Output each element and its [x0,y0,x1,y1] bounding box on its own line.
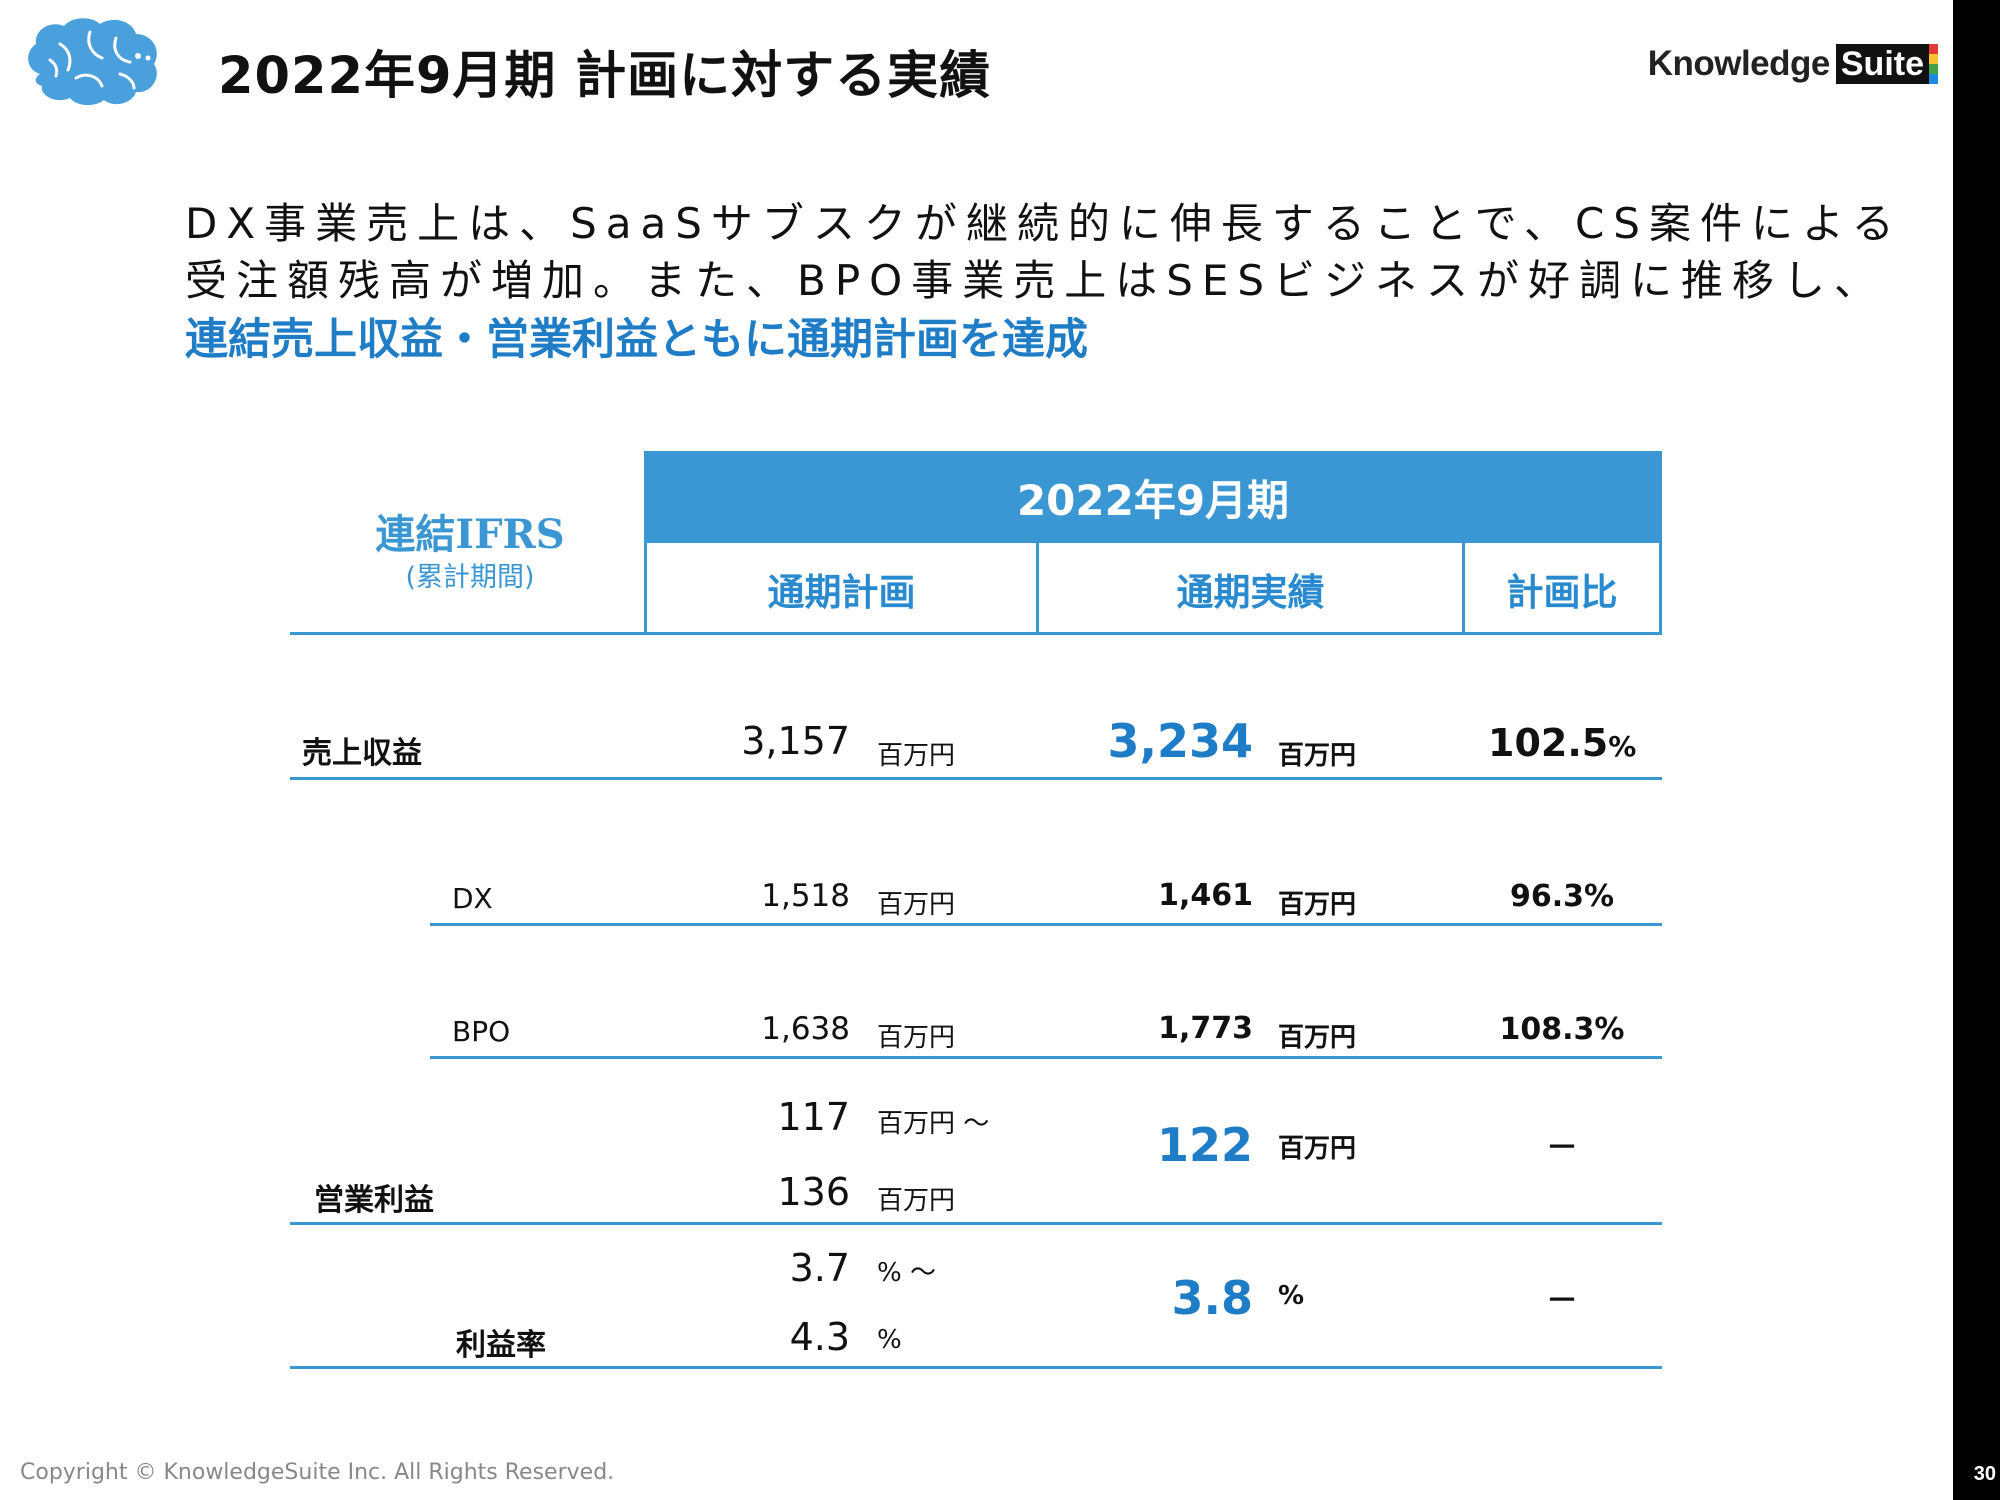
brain-logo-icon [20,14,170,110]
logo-text-suite: Suite [1835,44,1929,84]
revenue-ratio: 102.5% [1488,721,1636,765]
table-corner-title: 連結IFRS [375,511,565,558]
op-profit-ratio: － [1545,1128,1578,1166]
row-label-dx: DX [452,882,493,915]
bpo-actual-value: 1,773 [1158,1011,1253,1046]
copyright-text: Copyright © KnowledgeSuite Inc. All Righ… [20,1460,615,1485]
revenue-ratio-unit: % [1608,730,1637,763]
revenue-actual-unit: 百万円 [1278,741,1357,771]
logo-color-bars-icon [1929,44,1938,84]
right-sidebar: 30 [1953,0,2000,1500]
op-profit-plan-low-unit: 百万円 ～ [877,1109,990,1139]
lead-text-line2: 受注額残高が増加。また、BPO事業売上はSESビジネスが好調に推移し、 [185,256,1886,305]
op-profit-plan-high: 136 [777,1170,850,1214]
logo-text-knowledge: Knowledge [1647,44,1831,83]
revenue-ratio-value: 102.5 [1488,721,1609,765]
op-profit-actual-unit: 百万円 [1278,1134,1357,1164]
column-header-ratio: 計画比 [1506,571,1618,614]
row-rule [430,1056,1662,1059]
page-title: 2022年9月期 計画に対する実績 [218,47,992,106]
row-label-revenue: 売上収益 [302,736,422,771]
period-header: 2022年9月期 [644,451,1662,543]
margin-ratio: － [1545,1281,1578,1319]
dx-actual-unit: 百万円 [1278,890,1357,920]
row-rule [290,1366,1662,1369]
row-label-margin: 利益率 [456,1328,546,1363]
bpo-plan-value: 1,638 [761,1011,850,1047]
row-rule [290,777,1662,780]
lead-highlight: 連結売上収益・営業利益ともに通期計画を達成 [185,315,1088,365]
margin-actual-unit: % [1278,1281,1305,1311]
op-profit-plan-high-unit: 百万円 [877,1186,956,1216]
margin-actual-value: 3.8 [1171,1271,1254,1325]
bpo-plan-unit: 百万円 [877,1023,956,1053]
column-header-actual: 通期実績 [1176,571,1325,614]
row-label-bpo: BPO [452,1015,511,1048]
revenue-plan-value: 3,157 [741,719,850,763]
knowledge-suite-logo: Knowledge Suite [1648,44,1938,84]
dx-plan-value: 1,518 [761,878,850,914]
op-profit-plan-low: 117 [777,1095,850,1139]
margin-plan-low-unit: % ～ [877,1258,936,1288]
margin-plan-high-unit: % [877,1325,902,1355]
lead-text-line1: DX事業売上は、SaaSサブスクが継続的に伸長することで、CS案件による [185,199,1903,248]
table-header-rule [290,632,1662,635]
dx-plan-unit: 百万円 [877,890,956,920]
dx-actual-value: 1,461 [1158,878,1253,913]
divider [1036,543,1039,635]
row-rule [430,923,1662,926]
margin-plan-high: 4.3 [789,1315,850,1359]
row-label-operating-profit: 営業利益 [314,1183,434,1218]
op-profit-actual-value: 122 [1156,1118,1253,1172]
dx-ratio: 96.3% [1509,879,1615,914]
divider [1462,543,1465,635]
row-rule [290,1222,1662,1225]
bpo-ratio: 108.3% [1499,1012,1625,1047]
bpo-actual-unit: 百万円 [1278,1023,1357,1053]
margin-plan-low: 3.7 [789,1246,850,1290]
table-corner-subtitle: (累計期間) [405,562,535,593]
revenue-plan-unit: 百万円 [877,741,956,771]
divider [644,451,647,635]
column-header-plan: 通期計画 [767,571,916,614]
page-number: 30 [1973,1463,1996,1485]
revenue-actual-value: 3,234 [1107,714,1253,768]
divider [1659,543,1662,635]
